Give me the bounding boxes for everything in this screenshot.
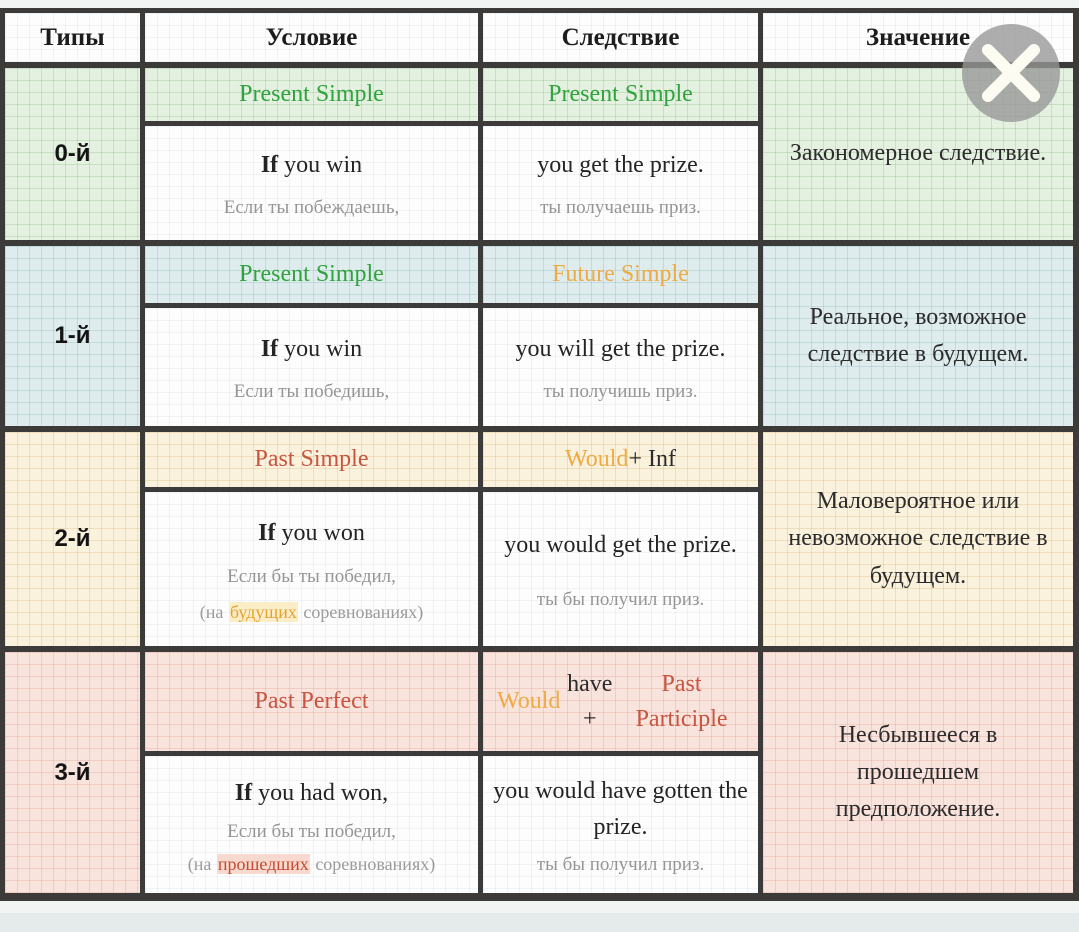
- consequence-example: you would have gotten the prize. ты бы п…: [483, 756, 758, 893]
- table-row-type3: 3-й Past Perfect If you had won, Если бы…: [5, 652, 1073, 893]
- condition-sentence: If you won: [258, 519, 365, 546]
- consequence-sentence: you will get the prize.: [515, 335, 726, 362]
- consequence-translation: ты получишь приз.: [543, 381, 698, 403]
- consequence-cell: Future Simple you will get the prize. ты…: [483, 246, 763, 426]
- header-types: Типы: [5, 13, 145, 62]
- consequence-translation: ты бы получил приз.: [536, 854, 705, 875]
- condition-cell: Past Perfect If you had won, Если бы ты …: [145, 652, 483, 893]
- table-row-type1: 1-й Present Simple If you win Если ты по…: [5, 246, 1073, 432]
- consequence-translation: ты бы получил приз.: [536, 589, 705, 611]
- meaning-cell: Маловероятное или невозможное следствие …: [763, 432, 1073, 646]
- type-cell: 3-й: [5, 652, 145, 893]
- meaning-cell: Реальное, возможное следствие в будущем.: [763, 246, 1073, 426]
- condition-example: If you won Если бы ты победил, (на будущ…: [145, 492, 478, 646]
- condition-note: (на прошедших соревнованиях): [187, 853, 436, 874]
- consequence-sentence: you get the prize.: [537, 152, 704, 179]
- condition-tense-label: Past Perfect: [145, 652, 478, 756]
- consequence-sentence: you would get the prize.: [504, 531, 737, 558]
- consequence-tense-label: Would + Inf: [483, 432, 758, 492]
- consequence-tense-label: Future Simple: [483, 246, 758, 308]
- header-consequence: Следствие: [483, 13, 763, 62]
- meaning-cell: Несбывшееся в прошедшем предположение.: [763, 652, 1073, 893]
- condition-example: If you had won, Если бы ты победил, (на …: [145, 756, 478, 893]
- consequence-tense-label: Would have + Past Participle: [483, 652, 758, 756]
- condition-translation: Если ты победишь,: [233, 381, 390, 403]
- condition-sentence: If you had won,: [234, 779, 389, 806]
- close-icon: [982, 44, 1040, 102]
- condition-sentence: If you win: [260, 152, 363, 179]
- type-label: 1-й: [54, 322, 91, 349]
- consequence-example: you get the prize. ты получаешь приз.: [483, 126, 758, 240]
- consequence-cell: Would + Inf you would get the prize. ты …: [483, 432, 763, 646]
- consequence-example: you will get the prize. ты получишь приз…: [483, 308, 758, 426]
- consequence-tense-label: Present Simple: [483, 68, 758, 126]
- type-label: 3-й: [54, 758, 91, 786]
- condition-sentence: If you win: [260, 335, 363, 362]
- condition-cell: Present Simple If you win Если ты победи…: [145, 246, 483, 426]
- condition-cell: Past Simple If you won Если бы ты победи…: [145, 432, 483, 646]
- condition-translation: Если ты побеждаешь,: [223, 196, 400, 218]
- type-cell: 2-й: [5, 432, 145, 646]
- condition-tense-label: Past Simple: [145, 432, 478, 492]
- table-row-type0: 0-й Present Simple If you win Если ты по…: [5, 68, 1073, 246]
- close-button[interactable]: [962, 24, 1060, 122]
- condition-note: (на будущих соревнованиях): [199, 602, 424, 623]
- table-row-type2: 2-й Past Simple If you won Если бы ты по…: [5, 432, 1073, 652]
- condition-tense-label: Present Simple: [145, 68, 478, 126]
- condition-example: If you win Если ты победишь,: [145, 308, 478, 426]
- type-label: 0-й: [54, 140, 91, 167]
- condition-example: If you win Если ты побеждаешь,: [145, 126, 478, 240]
- consequence-translation: ты получаешь приз.: [540, 196, 701, 218]
- consequence-cell: Would have + Past Participle you would h…: [483, 652, 763, 893]
- consequence-cell: Present Simple you get the prize. ты пол…: [483, 68, 763, 240]
- condition-cell: Present Simple If you win Если ты побежд…: [145, 68, 483, 240]
- consequence-example: you would get the prize. ты бы получил п…: [483, 492, 758, 646]
- consequence-sentence: you would have gotten the prize.: [493, 778, 748, 840]
- condition-translation: Если бы ты победил,: [227, 565, 396, 587]
- conditionals-table: Типы Условие Следствие Значение 0-й Pres…: [0, 8, 1079, 901]
- bottom-strip: [0, 913, 1079, 932]
- type-cell: 1-й: [5, 246, 145, 426]
- header-condition: Условие: [145, 13, 483, 62]
- condition-translation: Если бы ты победил,: [227, 821, 396, 842]
- table-header-row: Типы Условие Следствие Значение: [5, 13, 1073, 68]
- type-label: 2-й: [54, 525, 91, 552]
- type-cell: 0-й: [5, 68, 145, 240]
- condition-tense-label: Present Simple: [145, 246, 478, 308]
